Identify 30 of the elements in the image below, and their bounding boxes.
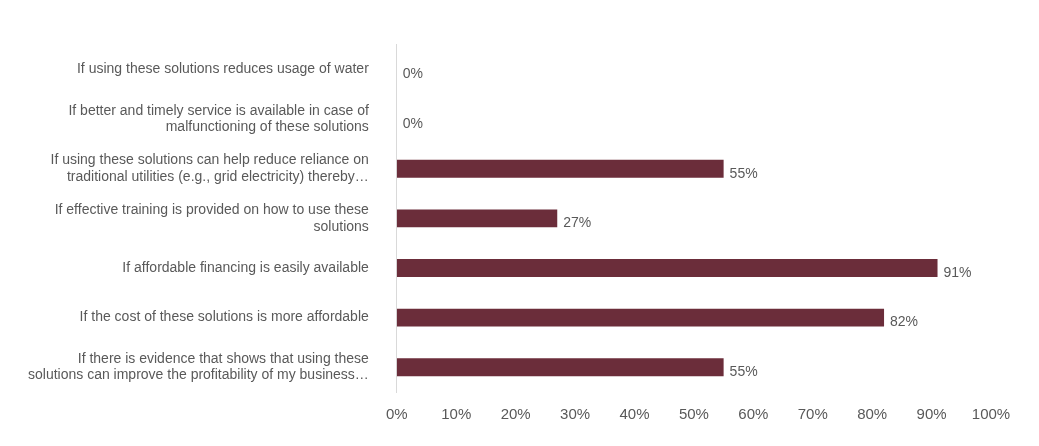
- data-label: 91%: [943, 263, 972, 280]
- y-tick-label: If effective training is provided on how to use these solutions: [54, 200, 370, 234]
- x-tick-label: 40%: [619, 405, 650, 423]
- x-tick-label: 100%: [971, 405, 1011, 423]
- x-tick-label: 0%: [385, 405, 408, 423]
- x-tick-label: 10%: [441, 405, 472, 423]
- y-tick-label: If the cost of these solutions is more affordable: [79, 308, 370, 325]
- data-label: 55%: [729, 363, 758, 380]
- bar: [396, 159, 724, 178]
- y-tick-label: If there is evidence that shows that using these solutions can improve the profitability of my business…: [27, 349, 370, 383]
- bar: [396, 259, 938, 277]
- x-tick-label: 20%: [500, 405, 531, 423]
- x-tick-label: 90%: [916, 405, 947, 423]
- bar: [396, 209, 558, 228]
- x-tick-label: 50%: [678, 405, 709, 423]
- y-tick-label: If better and timely service is available in case of malfunctioning of these solutions: [68, 101, 369, 135]
- data-label: 55%: [729, 164, 758, 181]
- y-tick-label: If using these solutions reduces usage of water: [76, 60, 370, 77]
- data-label: 27%: [563, 214, 592, 231]
- bar: [396, 358, 724, 377]
- data-label: 0%: [402, 115, 424, 132]
- bar: [396, 308, 885, 327]
- data-label: 0%: [402, 65, 424, 82]
- x-tick-label: 70%: [797, 405, 828, 423]
- x-tick-label: 80%: [857, 405, 888, 423]
- x-tick-label: 60%: [738, 405, 769, 423]
- data-label: 82%: [890, 313, 919, 330]
- y-tick-label: If affordable financing is easily available: [122, 258, 370, 275]
- y-tick-label: If using these solutions can help reduce reliance on traditional utilities (e.g., grid electricity) thereby…: [50, 151, 369, 185]
- x-tick-label: 30%: [560, 405, 591, 423]
